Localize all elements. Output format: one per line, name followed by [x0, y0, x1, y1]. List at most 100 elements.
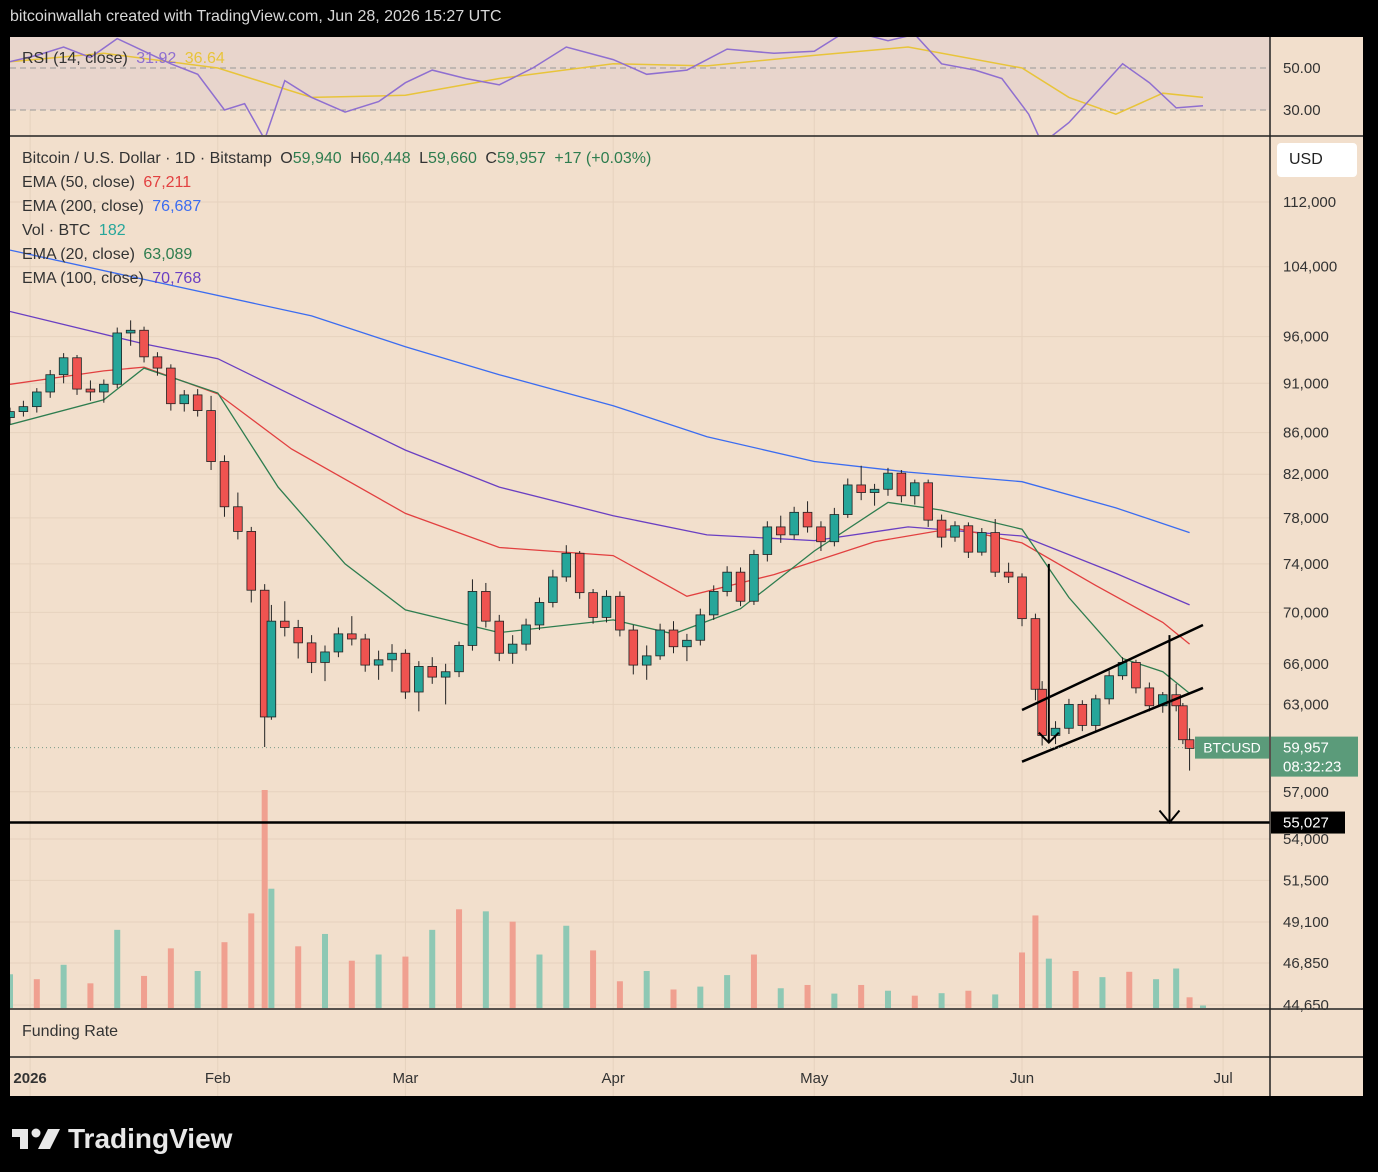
volume-bar [750, 954, 757, 1008]
volume-bar [1199, 1005, 1206, 1008]
price-tick-label: 104,000 [1283, 259, 1337, 276]
ema200-legend[interactable]: EMA (200, close) 76,687 [22, 198, 205, 216]
candle-body [306, 642, 317, 663]
candle-body [641, 655, 652, 666]
candle-body [950, 525, 960, 538]
candle [1090, 694, 1101, 732]
candle-body [1090, 698, 1101, 726]
volume-legend[interactable]: Vol · BTC 182 [22, 222, 130, 240]
currency-button[interactable]: USD [1277, 143, 1357, 177]
flagpole-arrowhead [1038, 731, 1060, 745]
rsi-legend[interactable]: RSI (14, close) 31.92 36.64 [22, 50, 229, 68]
volume-bar [1019, 952, 1026, 1008]
candle [387, 644, 397, 672]
channel-lower-line [1021, 686, 1204, 763]
time-tick-label: 2026 [13, 1070, 46, 1087]
candle-body [400, 652, 411, 693]
rsi-tick-label: 50.00 [1283, 60, 1321, 77]
volume-bar [884, 990, 891, 1008]
price-tick-label: 54,000 [1283, 831, 1329, 848]
candle [1017, 573, 1027, 627]
candle [990, 519, 1000, 577]
candle-body [1104, 675, 1114, 700]
candle-body [749, 554, 759, 602]
volume-bar [248, 913, 255, 1008]
candle-body [910, 482, 920, 497]
volume-bar [670, 989, 677, 1008]
ema100-legend[interactable]: EMA (100, close) 70,768 [22, 270, 205, 288]
candle [58, 353, 69, 384]
candle [574, 550, 585, 599]
ema100-line [10, 310, 1190, 606]
candle-body [534, 602, 545, 626]
candle [856, 465, 866, 501]
candle [682, 633, 692, 662]
volume-bar [697, 986, 704, 1008]
volume-bar [938, 993, 945, 1008]
candle [192, 389, 203, 417]
volume-bar [456, 909, 463, 1008]
price-tick-label: 91,000 [1283, 375, 1329, 392]
candle-body [722, 571, 732, 592]
volume-bars [10, 790, 1206, 1008]
volume-bar [141, 975, 148, 1008]
volume-bar [375, 954, 382, 1008]
candle-body [883, 472, 893, 490]
candle-body [1178, 705, 1188, 741]
time-tick-label: Jun [1010, 1070, 1034, 1087]
ema20-label: EMA (20, close) [22, 246, 135, 263]
candle [139, 326, 149, 363]
candle-body [333, 633, 344, 653]
ema20-legend[interactable]: EMA (20, close) 63,089 [22, 246, 196, 264]
candle-body [521, 624, 531, 645]
volume-bar [1045, 958, 1052, 1008]
candle [233, 492, 243, 540]
candle-body [802, 511, 813, 528]
volume-bar [563, 925, 570, 1008]
candle-body [280, 620, 290, 628]
candle [963, 522, 974, 558]
candle-body [869, 488, 880, 493]
price-tick-label: 51,500 [1283, 872, 1329, 889]
candle-body [10, 411, 15, 418]
volume-bar [536, 954, 543, 1008]
volume-bar [261, 790, 268, 1008]
candle [85, 380, 96, 401]
candle-body [246, 531, 257, 591]
candle [534, 597, 545, 631]
price-tick-label: 112,000 [1283, 194, 1336, 211]
candle-body [454, 645, 464, 673]
candle-body [45, 374, 55, 393]
volume-bar [804, 984, 811, 1008]
candle [615, 591, 625, 637]
candle [246, 526, 257, 603]
high-value: H60,448 [350, 150, 411, 167]
ema50-legend[interactable]: EMA (50, close) 67,211 [22, 174, 195, 192]
candle [99, 379, 109, 403]
candle-countdown: 08:32:23 [1283, 759, 1341, 776]
volume-bar [831, 993, 838, 1008]
candle-body [1030, 618, 1041, 690]
candle [414, 661, 424, 712]
candle [1030, 613, 1041, 701]
candle [802, 501, 813, 533]
price-tick-label: 44,650 [1283, 997, 1329, 1014]
price-tick-label: 78,000 [1283, 510, 1329, 527]
candle-body [32, 391, 42, 408]
candle [655, 623, 665, 660]
symbol-legend[interactable]: Bitcoin / U.S. Dollar · 1D · Bitstamp O5… [22, 150, 655, 168]
candle-body [775, 526, 786, 536]
open-value: O59,940 [280, 150, 342, 167]
candle [1003, 562, 1014, 583]
candle [1144, 682, 1155, 712]
rsi-line [10, 37, 1204, 135]
last-price-value: 59,957 [1283, 740, 1329, 757]
candle-body [233, 506, 243, 532]
chart-background [10, 37, 1363, 1096]
candle [695, 608, 706, 646]
candle-body [1037, 688, 1047, 736]
candle [32, 388, 42, 413]
volume-bar [777, 988, 784, 1008]
candle [708, 585, 719, 620]
grid [10, 37, 1270, 1096]
